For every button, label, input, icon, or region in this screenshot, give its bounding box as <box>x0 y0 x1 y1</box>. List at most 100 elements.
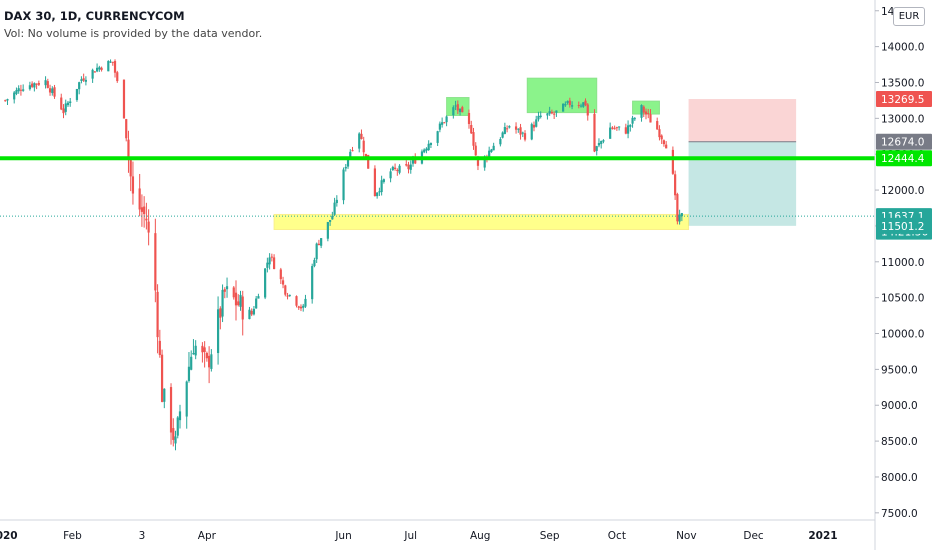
candle <box>44 76 47 89</box>
candle-body <box>111 61 114 63</box>
candle-body <box>109 61 112 63</box>
candle <box>586 103 589 121</box>
candle-body <box>98 67 101 70</box>
price-tick-label: 8000.0 <box>881 472 918 484</box>
price-tick-label: 10500.0 <box>881 293 924 305</box>
price-label-text: 11501.2 <box>881 221 924 233</box>
candle-body <box>140 207 144 212</box>
candle <box>429 142 433 149</box>
candle-body <box>600 141 603 144</box>
candle <box>15 87 18 96</box>
candle <box>360 129 363 140</box>
price-tick-label: 13500.0 <box>881 77 924 89</box>
candle-body <box>376 192 379 197</box>
time-tick-label: 3 <box>139 530 146 542</box>
candle <box>380 175 383 196</box>
candle-body <box>257 296 260 299</box>
candle-body <box>483 156 486 168</box>
candle-body <box>503 127 506 134</box>
candle-body <box>335 199 338 204</box>
candle-body <box>6 99 9 101</box>
candle-body <box>458 108 462 113</box>
candle <box>176 416 179 439</box>
price-tick-label: 7500.0 <box>881 508 918 520</box>
candle <box>69 97 72 107</box>
candle <box>250 308 253 317</box>
candle <box>172 418 175 447</box>
candle <box>95 63 99 73</box>
candle-body <box>221 289 224 317</box>
candle-body <box>555 110 558 113</box>
candle-body <box>429 142 433 145</box>
candle-body <box>270 256 273 258</box>
candle <box>499 137 502 147</box>
candle-body <box>626 125 630 134</box>
candle-body <box>169 387 173 433</box>
candle-body <box>232 287 235 298</box>
candle-body <box>311 266 314 300</box>
candle-body <box>530 124 533 140</box>
candle-body <box>678 214 681 222</box>
candle-body <box>239 294 242 307</box>
candle-body <box>131 176 135 194</box>
candle-body <box>82 78 85 81</box>
candle-body <box>490 149 493 152</box>
price-tick-label: 9500.0 <box>881 364 918 376</box>
candle-body <box>644 111 648 115</box>
candle <box>438 121 441 133</box>
candle-body <box>443 122 446 124</box>
candle <box>122 79 126 119</box>
candle <box>252 305 256 316</box>
candle-body <box>237 301 240 306</box>
candle <box>649 109 652 123</box>
candle-body <box>461 107 464 113</box>
currency-button[interactable]: EUR <box>893 7 925 26</box>
candle <box>91 68 94 83</box>
price-axis: 14500.014000.013500.013000.012500.012000… <box>874 0 924 550</box>
candle-body <box>145 218 148 221</box>
candle <box>633 117 636 121</box>
candle <box>505 125 509 133</box>
candle-body <box>396 169 399 172</box>
resistance-box <box>526 77 598 114</box>
candle-body <box>579 105 583 107</box>
candle-body <box>163 388 166 402</box>
candle-body <box>389 171 392 179</box>
candle-body <box>514 126 518 130</box>
candle-body <box>299 306 303 309</box>
candle-body <box>185 381 188 417</box>
candle-body <box>331 215 334 220</box>
candle <box>523 130 527 142</box>
candle-body <box>75 88 79 100</box>
candle <box>358 132 361 153</box>
candle-body <box>80 79 83 81</box>
candle <box>362 136 365 157</box>
candle-body <box>116 72 119 82</box>
candle <box>615 126 618 131</box>
candle-body <box>517 128 520 130</box>
candle-body <box>302 305 305 308</box>
candle <box>562 103 565 112</box>
candle <box>582 102 585 108</box>
candle <box>62 104 65 119</box>
candle-body <box>566 100 569 103</box>
price-label-bg <box>876 133 932 150</box>
candle <box>129 156 132 192</box>
candle-body <box>593 113 596 152</box>
candle-body <box>192 353 195 355</box>
candle-body <box>160 354 164 402</box>
candle <box>467 109 471 129</box>
price-label: 13269.5 <box>876 91 932 108</box>
candle <box>611 126 614 130</box>
candle <box>671 146 674 175</box>
candle <box>376 192 379 199</box>
candle-body <box>194 345 197 356</box>
candle <box>407 161 410 174</box>
candle-body <box>241 296 244 320</box>
price-tick-label: 10000.0 <box>881 329 924 341</box>
candle <box>398 164 401 175</box>
price-label-bg <box>876 150 932 167</box>
candle <box>470 120 473 134</box>
candle-body <box>423 149 426 153</box>
